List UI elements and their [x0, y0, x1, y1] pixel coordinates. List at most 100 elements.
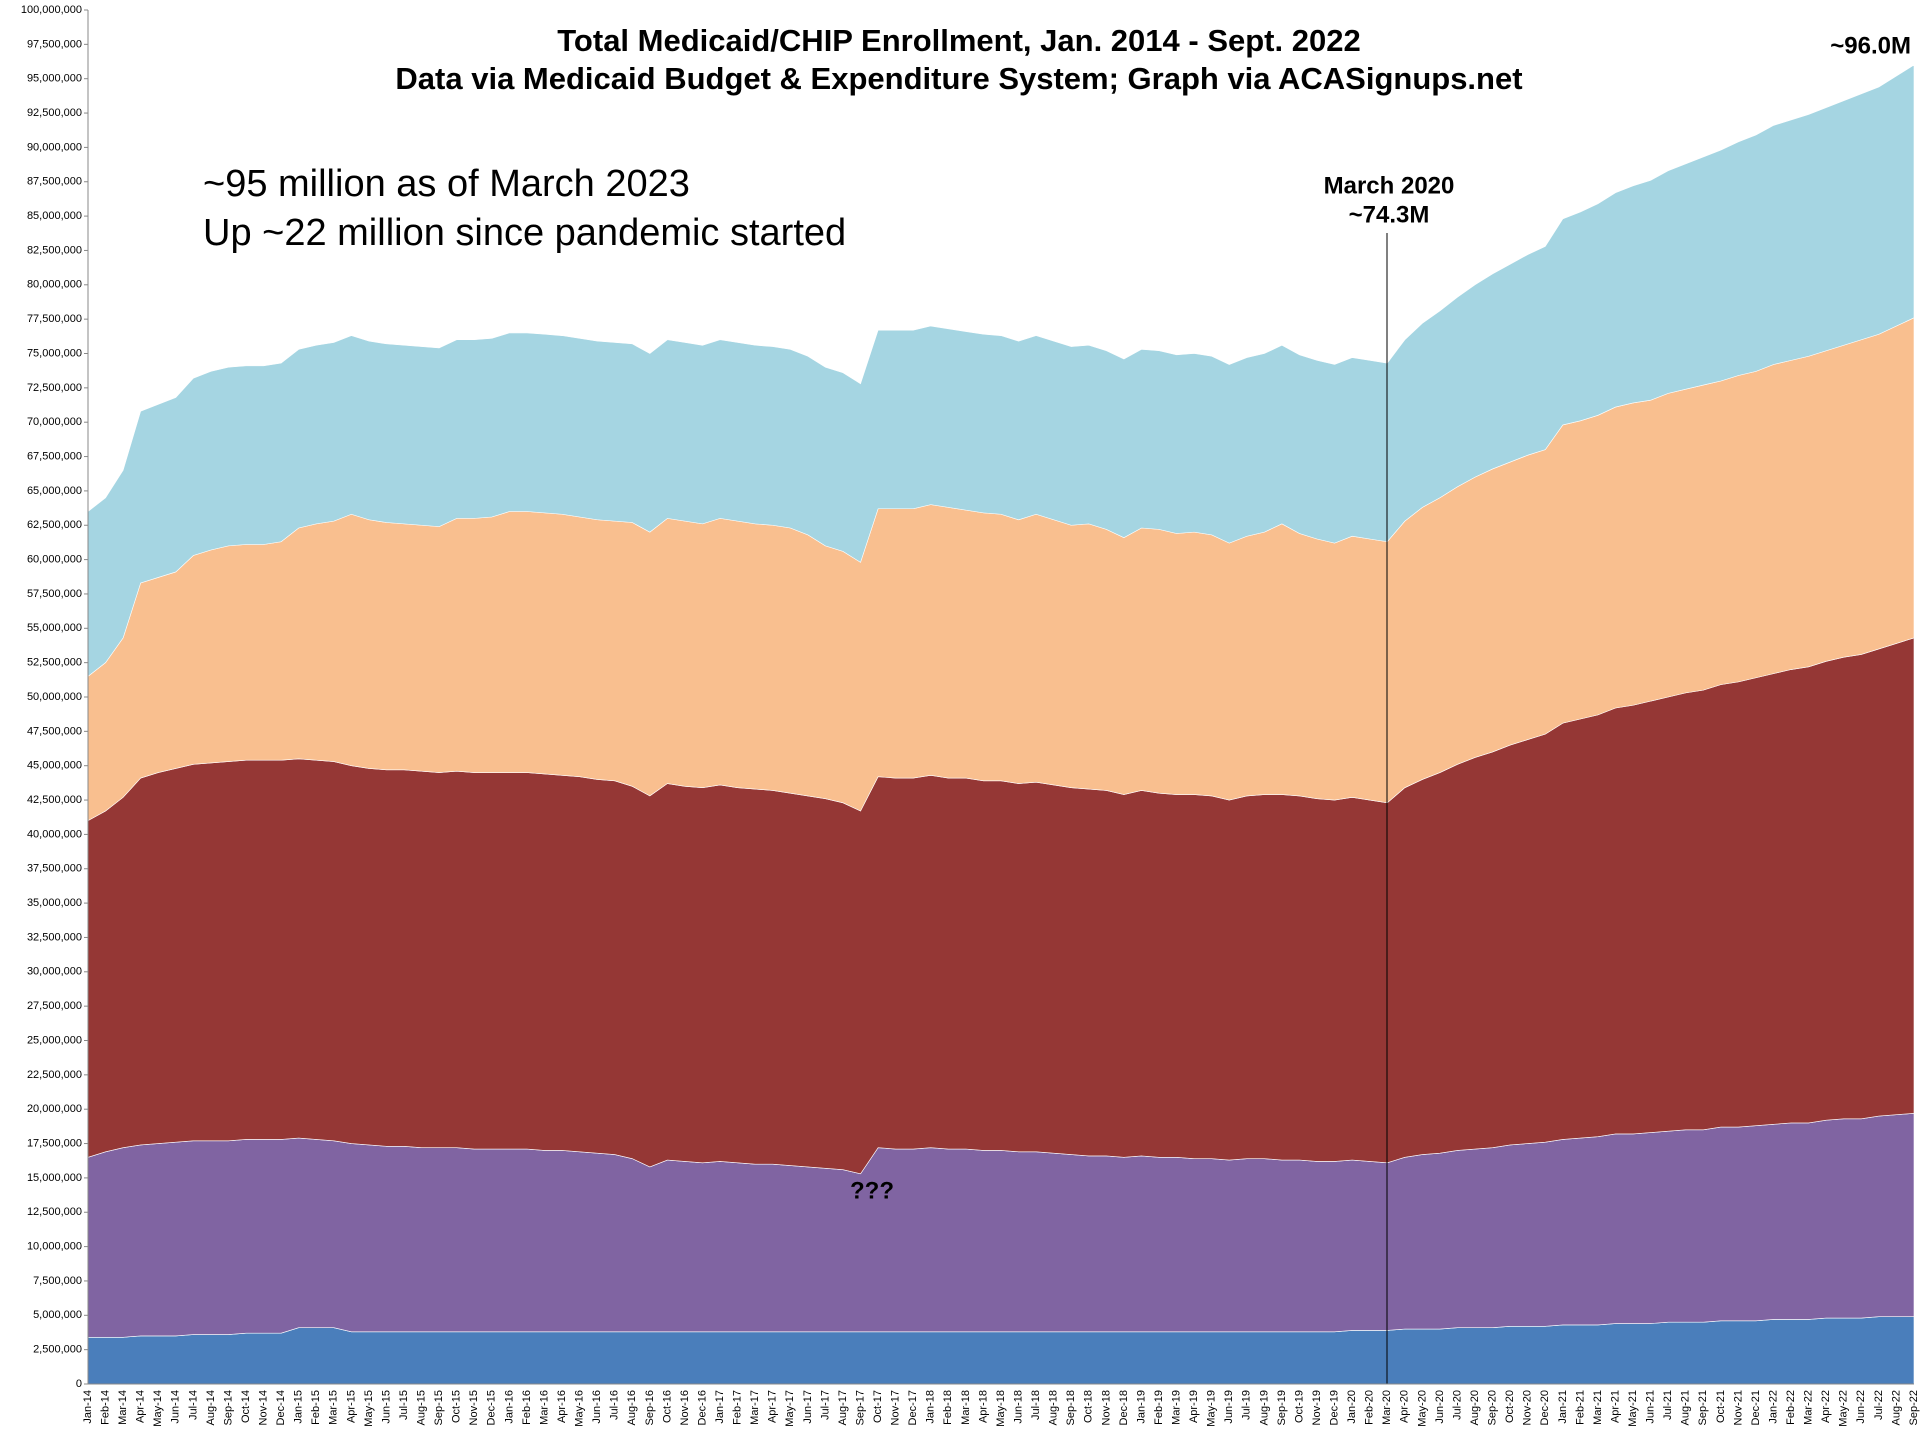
x-tick-label: Nov-15	[468, 1390, 480, 1425]
x-tick-label: Sep-15	[433, 1390, 445, 1425]
x-tick-label: Aug-21	[1680, 1390, 1692, 1425]
x-tick-label: Oct-21	[1715, 1390, 1727, 1423]
y-tick-label: 12,500,000	[27, 1206, 82, 1218]
y-tick-label: 5,000,000	[33, 1309, 82, 1321]
y-tick-label: 95,000,000	[27, 73, 82, 85]
x-tick-label: Jan-20	[1346, 1390, 1358, 1424]
x-tick-label: Mar-22	[1803, 1390, 1815, 1425]
y-tick-label: 7,500,000	[33, 1275, 82, 1287]
x-tick-label: Oct-19	[1293, 1390, 1305, 1423]
x-tick-label: Jun-16	[591, 1390, 603, 1424]
x-tick-label: Aug-15	[416, 1390, 428, 1425]
x-tick-label: Mar-18	[960, 1390, 972, 1425]
y-tick-label: 10,000,000	[27, 1241, 82, 1253]
x-tick-label: Feb-20	[1364, 1390, 1376, 1425]
x-tick-label: Sep-19	[1276, 1390, 1288, 1425]
x-tick-label: Feb-16	[521, 1390, 533, 1425]
x-tick-label: Nov-17	[890, 1390, 902, 1425]
areas	[87, 64, 1915, 1385]
x-tick-label: Jun-17	[802, 1390, 814, 1424]
x-tick-label: Nov-14	[257, 1390, 269, 1425]
x-tick-label: Feb-15	[310, 1390, 322, 1425]
x-tick-label: Dec-17	[907, 1390, 919, 1425]
y-tick-label: 85,000,000	[27, 210, 82, 222]
x-tick-label: Dec-14	[275, 1390, 287, 1425]
x-tick-label: Dec-20	[1539, 1390, 1551, 1425]
y-tick-label: 75,000,000	[27, 347, 82, 359]
x-tick-label: Feb-19	[1153, 1390, 1165, 1425]
y-tick-label: 27,500,000	[27, 1000, 82, 1012]
x-tick-label: May-19	[1206, 1390, 1218, 1427]
x-tick-label: Sep-21	[1697, 1390, 1709, 1425]
x-tick-label: Feb-18	[942, 1390, 954, 1425]
y-tick-label: 77,500,000	[27, 313, 82, 325]
x-tick-label: Feb-22	[1785, 1390, 1797, 1425]
y-tick-label: 30,000,000	[27, 966, 82, 978]
x-tick-label: Jul-18	[1030, 1390, 1042, 1420]
y-tick-label: 100,000,000	[21, 4, 82, 16]
x-tick-label: Aug-17	[837, 1390, 849, 1425]
x-tick-label: Apr-17	[767, 1390, 779, 1423]
y-tick-label: 50,000,000	[27, 691, 82, 703]
x-tick-label: Jan-14	[82, 1390, 94, 1424]
annotation: ~95 million as of March 2023	[203, 163, 690, 205]
y-tick-label: 70,000,000	[27, 416, 82, 428]
x-tick-label: May-16	[574, 1390, 586, 1427]
x-tick-label: Mar-16	[538, 1390, 550, 1425]
y-tick-label: 65,000,000	[27, 485, 82, 497]
y-tick-label: 80,000,000	[27, 279, 82, 291]
x-tick-label: Mar-19	[1170, 1390, 1182, 1425]
x-tick-label: May-21	[1627, 1390, 1639, 1427]
x-tick-label: Dec-19	[1329, 1390, 1341, 1425]
y-tick-label: 42,500,000	[27, 794, 82, 806]
x-tick-label: Jul-15	[398, 1390, 410, 1420]
x-tick-label: Jan-16	[503, 1390, 515, 1424]
y-tick-label: 55,000,000	[27, 622, 82, 634]
x-tick-label: Jan-15	[293, 1390, 305, 1424]
x-tick-label: Nov-21	[1732, 1390, 1744, 1425]
annotation: March 2020	[1324, 172, 1455, 199]
x-tick-label: Mar-14	[117, 1390, 129, 1425]
x-tick-label: Mar-17	[749, 1390, 761, 1425]
x-tick-label: Jun-19	[1223, 1390, 1235, 1424]
x-tick-label: Sep-22	[1908, 1390, 1920, 1425]
x-tick-label: Oct-15	[451, 1390, 463, 1423]
x-tick-label: Jul-22	[1873, 1390, 1885, 1420]
x-tick-label: May-18	[995, 1390, 1007, 1427]
annotation: Up ~22 million since pandemic started	[203, 212, 846, 254]
x-tick-label: Oct-20	[1504, 1390, 1516, 1423]
x-tick-label: Mar-20	[1381, 1390, 1393, 1425]
x-tick-label: Sep-16	[644, 1390, 656, 1425]
annotation: ~74.3M	[1349, 201, 1430, 228]
x-tick-label: Dec-21	[1750, 1390, 1762, 1425]
x-tick-label: Apr-18	[977, 1390, 989, 1423]
x-tick-label: Jun-18	[1012, 1390, 1024, 1424]
x-tick-label: Apr-21	[1609, 1390, 1621, 1423]
x-tick-label: Sep-20	[1487, 1390, 1499, 1425]
y-tick-label: 25,000,000	[27, 1034, 82, 1046]
y-tick-label: 92,500,000	[27, 107, 82, 119]
x-tick-label: Apr-19	[1188, 1390, 1200, 1423]
y-tick-label: 60,000,000	[27, 554, 82, 566]
x-tick-label: Sep-17	[854, 1390, 866, 1425]
x-tick-label: Aug-14	[205, 1390, 217, 1425]
x-tick-label: Jun-15	[380, 1390, 392, 1424]
x-tick-label: Feb-17	[732, 1390, 744, 1425]
x-tick-label: Nov-18	[1100, 1390, 1112, 1425]
x-tick-label: Apr-14	[135, 1390, 147, 1423]
chart-title: Total Medicaid/CHIP Enrollment, Jan. 201…	[557, 23, 1360, 58]
x-tick-label: May-22	[1838, 1390, 1850, 1427]
x-tick-label: Dec-18	[1118, 1390, 1130, 1425]
x-tick-label: Dec-15	[486, 1390, 498, 1425]
x-tick-label: Oct-18	[1083, 1390, 1095, 1423]
chart-subtitle: Data via Medicaid Budget & Expenditure S…	[395, 61, 1522, 96]
y-tick-label: 0	[76, 1378, 82, 1390]
x-tick-label: Jan-18	[925, 1390, 937, 1424]
x-tick-label: Aug-20	[1469, 1390, 1481, 1425]
y-tick-label: 47,500,000	[27, 725, 82, 737]
x-tick-label: Nov-19	[1311, 1390, 1323, 1425]
x-tick-label: Jul-17	[819, 1390, 831, 1420]
annotation: ~96.0M	[1830, 32, 1911, 59]
x-tick-label: May-15	[363, 1390, 375, 1427]
